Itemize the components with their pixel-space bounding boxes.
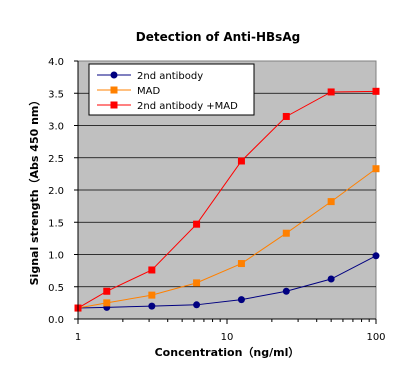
data-point	[148, 291, 156, 299]
data-point	[282, 229, 290, 237]
data-point	[372, 87, 380, 95]
data-point	[193, 279, 201, 287]
legend-marker	[110, 71, 118, 79]
y-tick-label: 0.5	[48, 283, 64, 294]
data-point	[327, 88, 335, 96]
legend-label: MAD	[137, 86, 160, 97]
y-tick-label: 2.5	[48, 154, 64, 165]
y-tick-label: 3.5	[48, 89, 64, 100]
series-line-2	[77, 90, 377, 309]
y-tick-label: 1.5	[48, 218, 64, 229]
chart-title: Detection of Anti-HBsAg	[136, 30, 300, 44]
y-tick-label: 3.0	[48, 122, 64, 133]
data-point	[327, 198, 335, 206]
y-tick-label: 4.0	[48, 57, 64, 68]
legend-label: 2nd antibody +MAD	[137, 101, 238, 112]
y-tick-label: 1.0	[48, 251, 64, 262]
x-axis-label: Concentration（ng/ml）	[155, 346, 300, 359]
x-tick-label: 1	[75, 332, 81, 343]
data-point	[193, 301, 201, 309]
y-tick-label: 2.0	[48, 186, 64, 197]
data-point	[372, 165, 380, 173]
legend-label: 2nd antibody	[137, 71, 203, 82]
x-tick-label: 10	[221, 332, 234, 343]
y-tick-labels: 0.0 0.5 1.0 1.5 2.0 2.5 3.0 3.5 4.0	[48, 57, 64, 326]
x-tick-labels: 1 10 100	[75, 332, 386, 343]
legend: 2nd antibody MAD 2nd antibody +MAD	[88, 63, 255, 116]
series-line-0	[77, 255, 377, 309]
y-tick-label: 0.0	[48, 315, 64, 326]
series-group	[74, 87, 380, 312]
series-line-1	[77, 168, 377, 309]
data-point	[148, 302, 156, 310]
data-point	[103, 287, 111, 295]
data-point	[282, 287, 290, 295]
data-point	[237, 296, 245, 304]
data-point	[372, 252, 380, 260]
data-point	[103, 299, 111, 307]
data-point	[327, 275, 335, 283]
legend-marker	[110, 101, 118, 109]
data-point	[148, 266, 156, 274]
data-point	[237, 260, 245, 268]
data-point	[282, 112, 290, 120]
x-tick-label: 100	[366, 332, 385, 343]
y-axis-label: Signal strength（Abs 450 nm）	[28, 95, 41, 286]
data-point	[237, 157, 245, 165]
legend-marker	[110, 86, 118, 94]
data-point	[193, 220, 201, 228]
